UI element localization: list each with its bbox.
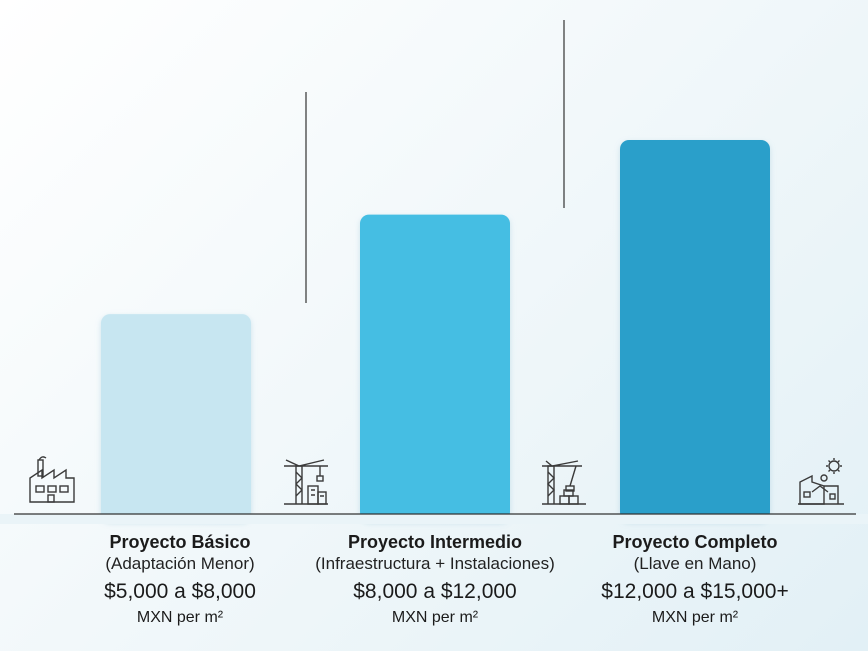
category-name: Proyecto Completo [612, 532, 778, 552]
price-range: $8,000 a $12,000 [353, 580, 517, 603]
category-subtitle: (Adaptación Menor) [105, 554, 255, 573]
category-complete: Proyecto Completo (Llave en Mano) $12,00… [545, 531, 845, 629]
construction-crane-icon [284, 459, 328, 505]
category-subtitle: (Llave en Mano) [633, 554, 757, 573]
crane-bricks-icon [542, 460, 586, 505]
smart-factory-gear-icon [798, 458, 844, 505]
category-intermediate: Proyecto Intermedio (Infraestructura + I… [285, 531, 585, 629]
category-name: Proyecto Intermedio [347, 532, 523, 552]
price-unit: MXN per m² [651, 609, 739, 626]
price-unit: MXN per m² [391, 609, 479, 626]
bar-3 [620, 140, 770, 521]
price-unit: MXN per m² [136, 609, 224, 626]
category-subtitle: (Infraestructura + Instalaciones) [315, 554, 555, 573]
bar-2 [360, 214, 510, 521]
category-basic: Proyecto Básico (Adaptación Menor) $5,00… [30, 531, 330, 629]
price-range: $12,000 a $15,000+ [601, 580, 789, 603]
price-range: $5,000 a $8,000 [104, 580, 256, 603]
factory-icon [29, 456, 75, 503]
bar-1 [101, 314, 251, 521]
category-name: Proyecto Básico [109, 532, 251, 552]
baseline-mask [0, 514, 868, 524]
